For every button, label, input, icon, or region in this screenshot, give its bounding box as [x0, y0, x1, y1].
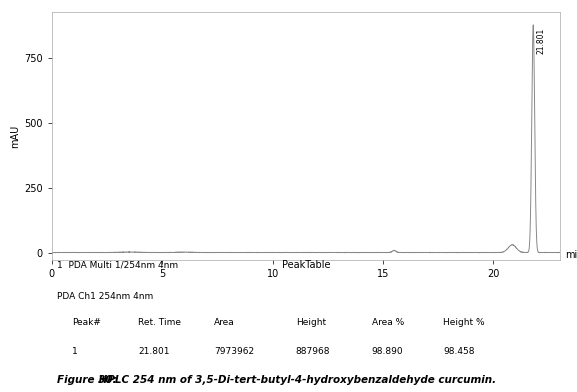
Text: PDA Ch1 254nm 4nm: PDA Ch1 254nm 4nm — [57, 292, 153, 301]
Text: HPLC 254 nm of 3,5-Di-tert-butyl-4-hydroxybenzaldehyde curcumin.: HPLC 254 nm of 3,5-Di-tert-butyl-4-hydro… — [95, 375, 496, 385]
Text: Height: Height — [295, 318, 326, 327]
Text: 21.801: 21.801 — [537, 27, 545, 54]
Text: 1  PDA Multi 1/254nm 4nm: 1 PDA Multi 1/254nm 4nm — [57, 260, 178, 269]
Y-axis label: mAU: mAU — [10, 124, 20, 148]
Text: 887968: 887968 — [295, 347, 330, 356]
Text: Height %: Height % — [443, 318, 485, 327]
Text: 98.890: 98.890 — [372, 347, 403, 356]
Text: 1: 1 — [72, 347, 78, 356]
Text: Figure 30:: Figure 30: — [57, 375, 117, 385]
Text: Area: Area — [215, 318, 235, 327]
Text: 98.458: 98.458 — [443, 347, 474, 356]
Text: Area %: Area % — [372, 318, 404, 327]
Text: min: min — [565, 250, 577, 260]
Text: Ret. Time: Ret. Time — [138, 318, 181, 327]
Text: 21.801: 21.801 — [138, 347, 170, 356]
Text: 7973962: 7973962 — [215, 347, 254, 356]
Text: Peak#: Peak# — [72, 318, 101, 327]
Text: PeakTable: PeakTable — [282, 260, 330, 270]
